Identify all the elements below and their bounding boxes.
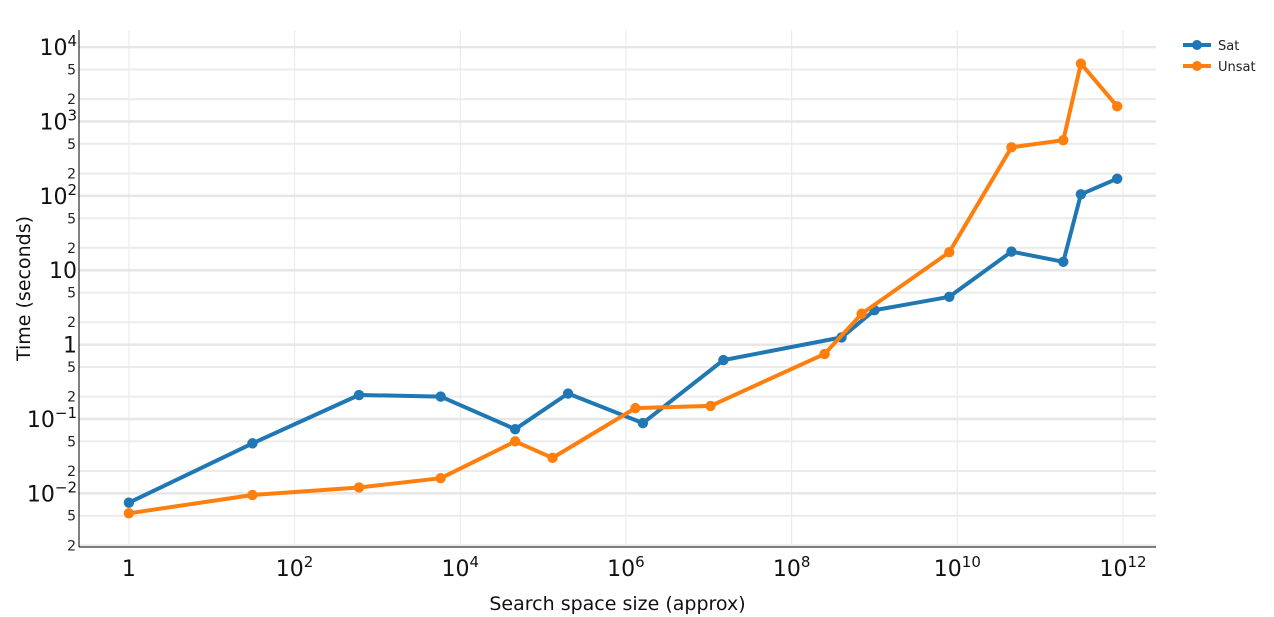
- legend-swatch-marker: [1192, 61, 1202, 71]
- data-point-sat: [1006, 246, 1017, 257]
- y-tick-label: 104: [39, 32, 77, 61]
- axis-layer: 1 102 104 106 108 1010 1012 10−2 10−1 1 10 102 103 10…: [27, 30, 1156, 582]
- y-minor-tick-label: 5: [67, 434, 76, 450]
- data-point-unsat: [247, 489, 258, 501]
- y-tick-label: 102: [39, 181, 77, 210]
- y-minor-tick-label: 2: [67, 241, 76, 257]
- data-point-unsat: [856, 308, 867, 319]
- x-axis-title: Search space size (approx): [489, 593, 745, 615]
- data-point-unsat: [1006, 142, 1017, 153]
- y-tick-label: 103: [39, 107, 77, 136]
- x-tick-label: 108: [773, 553, 811, 582]
- y-tick-label: 10−1: [27, 404, 77, 433]
- data-point-unsat: [1075, 58, 1087, 69]
- x-tick-label: 1010: [934, 553, 981, 582]
- x-tick-label: 1012: [1099, 553, 1146, 582]
- legend[interactable]: Sat Unsat: [1183, 39, 1256, 75]
- series-sat: [123, 173, 1123, 508]
- y-minor-tick-label: 2: [67, 315, 76, 331]
- data-point-unsat: [509, 436, 521, 447]
- y-minor-tick-label: 5: [67, 360, 76, 376]
- y-minor-tick-label: 2: [67, 166, 76, 182]
- legend-item-sat[interactable]: Sat: [1183, 39, 1239, 54]
- y-minor-tick-label: 5: [67, 286, 76, 302]
- data-point-sat: [944, 291, 955, 302]
- data-point-sat: [435, 391, 446, 402]
- y-tick-label: 10−2: [27, 478, 77, 507]
- y-minor-tick-label: 5: [67, 509, 76, 525]
- data-point-sat: [562, 388, 574, 399]
- x-tick-label: 102: [276, 553, 314, 582]
- data-point-sat: [1058, 256, 1069, 267]
- data-point-unsat: [944, 246, 955, 258]
- data-point-unsat: [353, 482, 365, 493]
- data-point-sat: [1075, 189, 1087, 200]
- y-minor-tick-label: 2: [67, 538, 76, 554]
- legend-item-unsat[interactable]: Unsat: [1183, 60, 1256, 75]
- data-point-sat: [247, 438, 258, 449]
- legend-label: Sat: [1218, 39, 1239, 54]
- data-point-unsat: [123, 508, 135, 519]
- data-point-sat: [718, 354, 729, 366]
- y-minor-tick-label: 5: [67, 63, 76, 79]
- legend-swatch-marker: [1192, 40, 1202, 50]
- x-tick-label: 1: [122, 557, 136, 582]
- grid-layer: [79, 30, 1156, 547]
- y-minor-tick-label: 2: [67, 390, 76, 406]
- data-point-sat: [1111, 173, 1123, 184]
- data-point-unsat: [1058, 135, 1069, 146]
- x-tick-label: 104: [441, 553, 479, 582]
- y-tick-label: 1: [63, 334, 77, 359]
- y-minor-tick-label: 2: [67, 92, 76, 108]
- series-unsat: [123, 58, 1123, 519]
- series-line-unsat: [126, 61, 1120, 516]
- series-layer: [123, 58, 1123, 519]
- data-point-sat: [637, 417, 649, 429]
- data-point-sat: [353, 389, 365, 401]
- y-tick-label: 10: [49, 259, 77, 284]
- data-point-unsat: [819, 348, 830, 360]
- data-point-unsat: [705, 400, 716, 412]
- y-minor-tick-label: 2: [67, 464, 76, 480]
- data-point-unsat: [547, 452, 558, 464]
- y-axis-title: Time (seconds): [13, 216, 35, 362]
- data-point-unsat: [1111, 101, 1123, 112]
- legend-label: Unsat: [1218, 60, 1256, 75]
- y-minor-tick-label: 5: [67, 211, 76, 227]
- data-point-unsat: [630, 402, 641, 414]
- x-tick-label: 106: [607, 553, 645, 582]
- series-line-sat: [126, 176, 1120, 505]
- data-point-unsat: [435, 472, 446, 484]
- data-point-sat: [509, 423, 521, 435]
- y-minor-tick-label: 5: [67, 137, 76, 153]
- data-point-sat: [123, 497, 135, 508]
